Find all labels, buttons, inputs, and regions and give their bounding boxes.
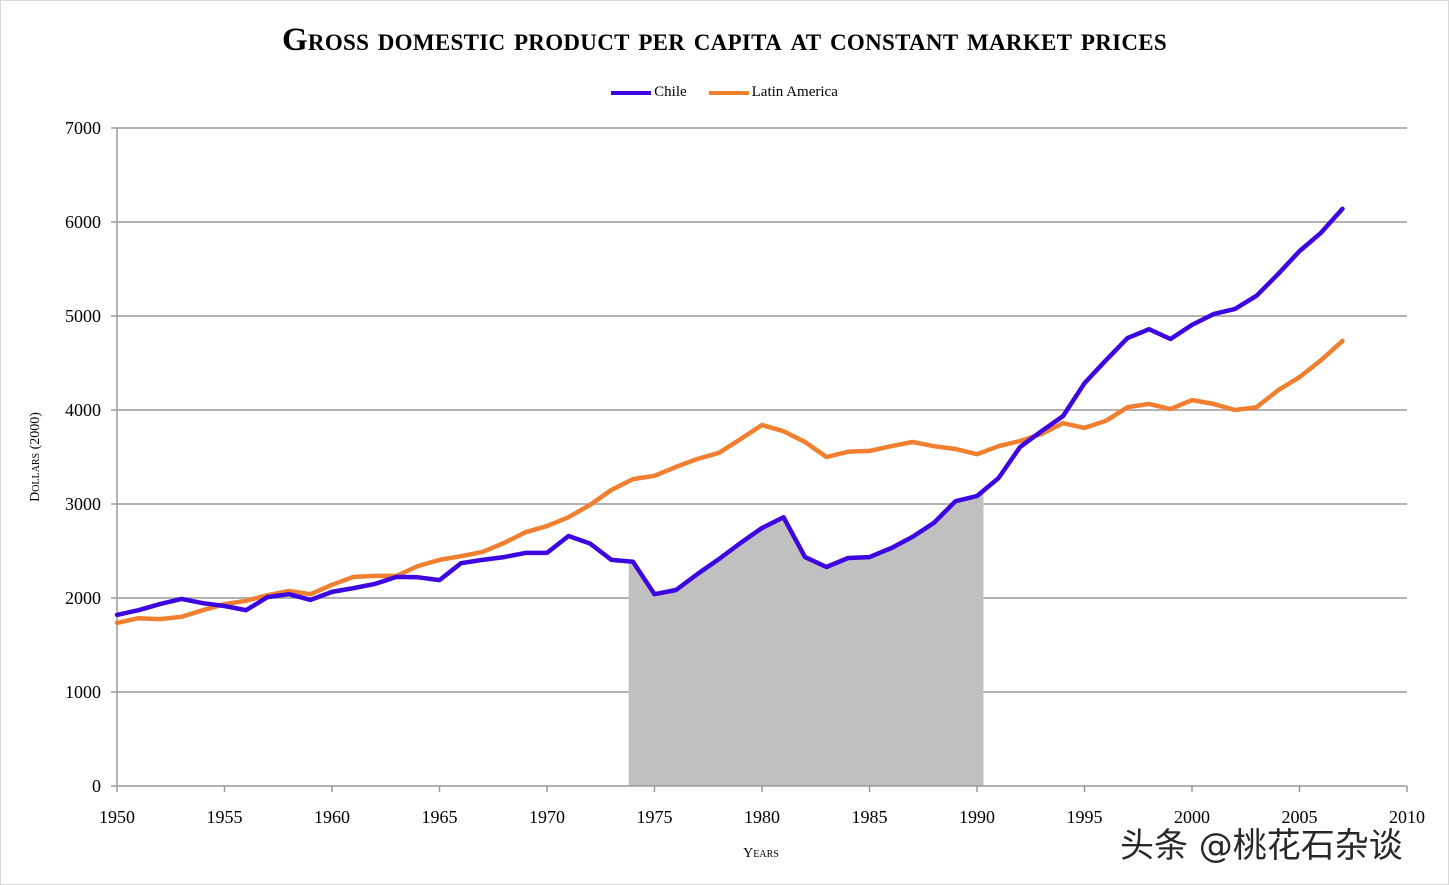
- series-line-chile: [114, 206, 1345, 618]
- x-tick-label-1955: 1955: [207, 807, 243, 827]
- chart-title: Gross domestic product per capita at con…: [281, 22, 1168, 58]
- legend: Chile Latin America: [0, 84, 1449, 101]
- y-axis-label: Dollars (2000): [28, 412, 43, 502]
- y-tick-label-3000: 3000: [65, 494, 101, 514]
- y-tick-label-5000: 5000: [65, 306, 101, 326]
- y-tick-label-2000: 2000: [65, 588, 101, 608]
- series-line-latin-america: [114, 338, 1345, 626]
- legend-item-chile: Chile: [611, 84, 687, 101]
- x-axis-label: Years: [743, 846, 779, 861]
- x-tick-label-1960: 1960: [314, 807, 350, 827]
- x-tick-label-2005: 2005: [1282, 807, 1318, 827]
- y-tick-label-4000: 4000: [65, 400, 101, 420]
- x-tick-label-1950: 1950: [99, 807, 135, 827]
- x-tick-label-1995: 1995: [1067, 807, 1103, 827]
- x-tick-label-1980: 1980: [744, 807, 780, 827]
- y-tick-label-6000: 6000: [65, 212, 101, 232]
- legend-label-chile: Chile: [654, 84, 687, 100]
- y-tick-label-1000: 1000: [65, 682, 101, 702]
- y-tick-label-7000: 7000: [65, 118, 101, 138]
- x-tick-label-1965: 1965: [422, 807, 458, 827]
- x-tick-label-1990: 1990: [959, 807, 995, 827]
- x-tick-label-1970: 1970: [529, 807, 565, 827]
- x-tick-label-1975: 1975: [637, 807, 673, 827]
- x-tick-label-2010: 2010: [1389, 807, 1425, 827]
- watermark: 头条 @桃花石杂谈: [1120, 826, 1403, 866]
- legend-label-latin-america: Latin America: [751, 84, 838, 100]
- x-tick-label-2000: 2000: [1174, 807, 1210, 827]
- legend-swatch-chile: [611, 90, 652, 95]
- shaded-region: [628, 490, 984, 786]
- y-tick-label-0: 0: [92, 776, 101, 796]
- x-tick-label-1985: 1985: [852, 807, 888, 827]
- legend-swatch-latin-america: [708, 90, 749, 95]
- legend-item-latin-america: Latin America: [708, 84, 838, 101]
